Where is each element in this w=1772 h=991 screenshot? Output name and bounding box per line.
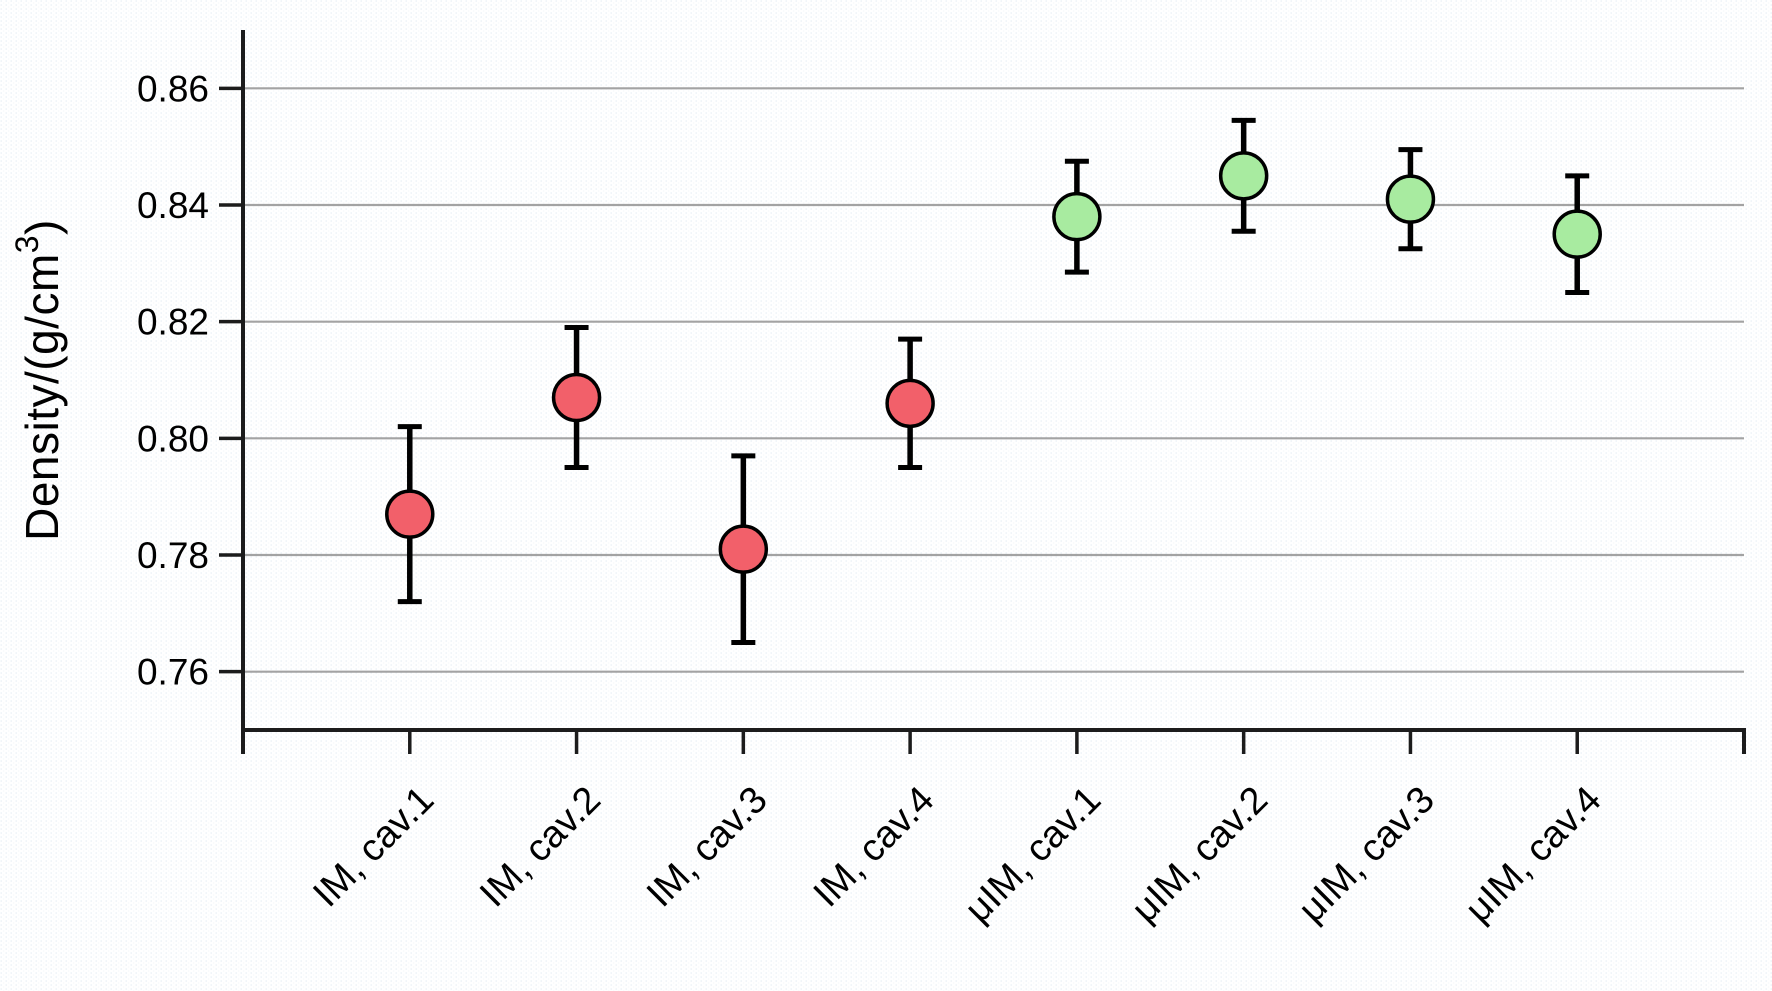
y-tick-label-0.82: 0.82 — [137, 302, 209, 343]
y-axis-title: Density/(g/cm3) — [9, 219, 68, 541]
data-point-7 — [1385, 147, 1436, 252]
data-point-8 — [1552, 173, 1602, 295]
data-point-marker — [885, 378, 935, 429]
data-point-marker — [1552, 209, 1602, 259]
data-point-marker — [1218, 151, 1269, 201]
y-tick-label-0.86: 0.86 — [137, 68, 209, 109]
data-point-5 — [1052, 158, 1102, 275]
y-tick-label-0.80: 0.80 — [137, 418, 209, 459]
data-point-4 — [885, 336, 935, 470]
y-tick-label-0.78: 0.78 — [137, 535, 209, 576]
data-point-marker — [1052, 191, 1102, 242]
data-point-2 — [551, 325, 602, 470]
data-point-3 — [718, 453, 769, 645]
y-tick-label-0.84: 0.84 — [137, 185, 209, 226]
y-tick-label-0.76: 0.76 — [137, 652, 209, 693]
data-point-marker — [551, 372, 602, 423]
data-point-marker — [718, 524, 769, 574]
data-point-6 — [1218, 117, 1269, 234]
data-point-marker — [1385, 174, 1436, 224]
data-point-1 — [385, 424, 435, 605]
data-point-marker — [385, 489, 435, 539]
